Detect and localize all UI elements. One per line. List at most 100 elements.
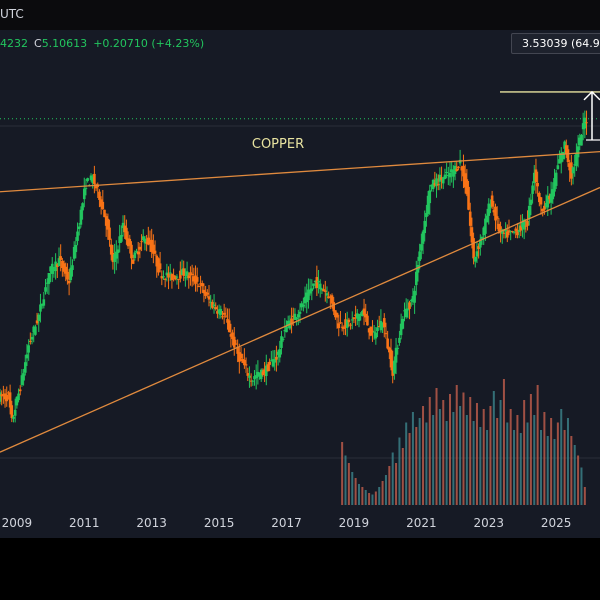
volume-bar	[475, 403, 478, 505]
candle	[138, 246, 142, 250]
volume-bar	[418, 418, 421, 505]
candle	[104, 216, 108, 226]
candle	[271, 359, 275, 367]
volume-bar	[395, 463, 398, 505]
candle	[359, 314, 362, 316]
candle	[477, 246, 480, 249]
candle	[121, 222, 125, 229]
candle	[82, 188, 86, 200]
candle	[291, 315, 295, 317]
candle	[549, 193, 553, 203]
candle	[298, 311, 302, 314]
candle	[7, 392, 10, 394]
candle	[507, 230, 511, 233]
candle	[323, 290, 327, 292]
candle	[563, 141, 566, 149]
candle	[470, 227, 474, 243]
candle	[479, 239, 482, 248]
volume-bar	[384, 475, 387, 505]
candle	[113, 254, 116, 262]
candle	[163, 278, 167, 280]
candle	[285, 326, 288, 333]
volume-bar	[401, 448, 404, 505]
x-tick-label: 2025	[541, 516, 572, 530]
volume-bar	[428, 397, 431, 505]
volume-bar	[526, 422, 529, 505]
volume-bar	[573, 445, 576, 505]
candle	[45, 282, 49, 284]
volume-bar	[472, 421, 475, 505]
ohlc-prev-fragment: 4232	[0, 37, 28, 50]
candle	[44, 287, 47, 292]
candle	[408, 302, 411, 309]
candle	[342, 327, 346, 329]
candle	[325, 293, 329, 296]
candle	[463, 173, 467, 188]
candle	[140, 241, 143, 243]
candle	[23, 362, 27, 373]
candle	[71, 265, 74, 270]
candle	[227, 320, 231, 333]
candle	[335, 312, 339, 318]
candle	[485, 215, 489, 223]
candle	[200, 283, 204, 287]
candle	[136, 251, 140, 255]
candle	[20, 375, 24, 385]
volume-bar	[489, 406, 492, 505]
volume-bar	[344, 455, 347, 505]
candle	[334, 310, 337, 318]
candle	[388, 347, 391, 353]
candle	[293, 313, 297, 320]
volume-bar	[563, 430, 566, 505]
candle	[556, 165, 560, 170]
candle	[307, 289, 310, 301]
candle	[120, 235, 123, 242]
volume-bar	[560, 409, 563, 505]
candle	[217, 309, 221, 314]
candle	[13, 409, 17, 416]
volume-bar	[354, 478, 357, 505]
candle	[207, 296, 211, 300]
volume-bar	[482, 409, 485, 505]
candle	[199, 283, 202, 285]
volume-bar	[516, 415, 519, 505]
candle	[571, 167, 575, 174]
candle	[165, 272, 169, 276]
x-tick-label: 2023	[473, 516, 504, 530]
candle	[354, 314, 357, 316]
candle	[462, 165, 465, 177]
candle	[180, 269, 184, 275]
candle	[310, 288, 314, 292]
candle	[413, 290, 416, 303]
candle	[236, 346, 239, 354]
candle	[81, 203, 84, 211]
candle	[320, 288, 324, 291]
candle	[231, 332, 234, 340]
candle	[259, 369, 263, 380]
candle	[214, 307, 218, 310]
candle	[224, 315, 228, 317]
candle	[54, 261, 57, 272]
candle	[465, 179, 469, 195]
volume-bar	[347, 463, 350, 505]
candle	[173, 276, 177, 280]
candle	[195, 277, 199, 282]
candle	[576, 146, 580, 158]
volume-bar	[556, 422, 559, 505]
candle	[275, 356, 278, 360]
candle	[157, 258, 160, 273]
candle	[273, 359, 277, 363]
candle	[254, 375, 258, 379]
volume-bar	[422, 406, 425, 505]
candle	[12, 416, 15, 419]
volume-bar	[408, 433, 411, 505]
candle	[357, 313, 361, 322]
candle	[367, 328, 371, 333]
candle	[352, 317, 356, 319]
candle	[506, 231, 509, 238]
candle	[526, 220, 529, 226]
volume-bar	[351, 472, 354, 505]
candle	[182, 268, 186, 276]
candle	[248, 375, 251, 378]
